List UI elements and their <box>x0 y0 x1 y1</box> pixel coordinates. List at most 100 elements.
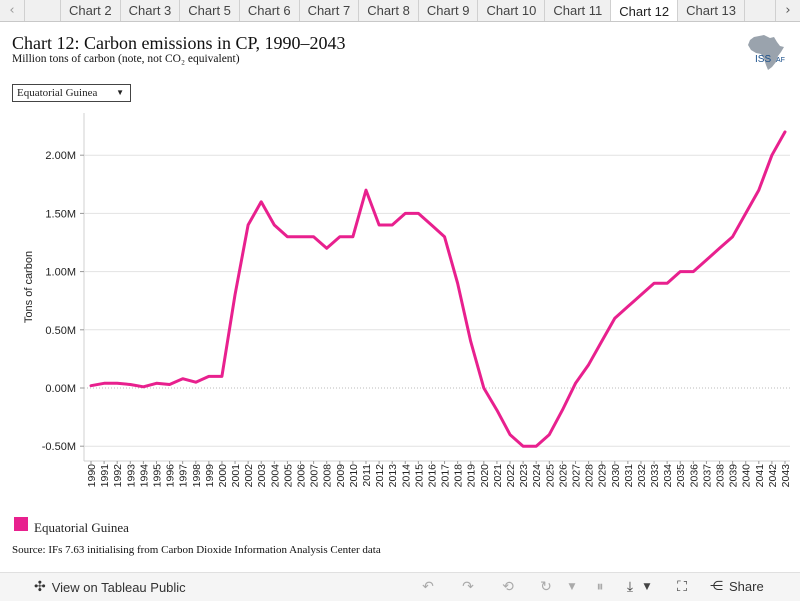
x-axis: 1990 1991 1992 1993 1994 1995 1996 1997 1998 1999… <box>86 461 792 487</box>
refresh-icon[interactable]: ↻ <box>540 579 552 595</box>
x-tick-label: 2008 <box>322 464 334 488</box>
x-tick-label: 2014 <box>400 464 412 488</box>
download-dropdown-icon[interactable]: ▼ <box>643 582 651 592</box>
chart-title: Chart 12: Carbon emissions in CP, 1990–2… <box>12 33 346 53</box>
share-icon: ⋲ <box>710 579 723 594</box>
y-axis: -0.50M 0.00M 0.50M 1.00M 1.50M 2.00M <box>42 150 84 453</box>
tab-chart-7[interactable]: Chart 7 <box>300 0 360 21</box>
share-label: Share <box>729 579 764 594</box>
y-axis-label: Tons of carbon <box>23 251 35 323</box>
x-tick-label: 2038 <box>715 464 727 488</box>
undo-icon[interactable]: ↶ <box>422 579 434 595</box>
y-tick-label: 0.00M <box>45 383 76 395</box>
tableau-toolbar: ✣ View on Tableau Public ↶ ↷ ⟲ ↻ ▼ ⏸ ⤓ ▼… <box>0 572 800 601</box>
grid-layer <box>83 113 790 462</box>
x-tick-label: 2012 <box>374 464 386 488</box>
tab-chart-6[interactable]: Chart 6 <box>240 0 300 21</box>
view-on-tableau-label: View on Tableau Public <box>51 579 186 595</box>
x-tick-label: 1991 <box>99 464 111 488</box>
x-tick-label: 2019 <box>466 464 478 488</box>
redo-icon[interactable]: ↷ <box>462 579 474 595</box>
legend-label: Equatorial Guinea <box>34 520 129 535</box>
y-tick-label: 0.50M <box>45 325 76 337</box>
y-tick-label: -0.50M <box>42 441 76 453</box>
logo-text: ISS <box>755 54 771 65</box>
x-tick-label: 2015 <box>413 464 425 488</box>
x-tick-label: 2011 <box>361 464 373 487</box>
country-filter-dropdown[interactable]: Equatorial Guinea ▼ <box>12 84 131 102</box>
x-tick-label: 2016 <box>426 464 438 488</box>
x-tick-label: 2009 <box>335 464 347 488</box>
emissions-line-chart: -0.50M 0.00M 0.50M 1.00M 1.50M 2.00M 1990 1991… <box>23 113 792 487</box>
x-tick-label: 2000 <box>217 464 229 488</box>
dropdown-selected-value: Equatorial Guinea <box>17 87 98 99</box>
x-tick-label: 2004 <box>269 464 281 488</box>
x-tick-label: 2043 <box>780 464 792 488</box>
x-tick-label: 1993 <box>125 464 137 488</box>
series-layer <box>89 130 787 448</box>
iss-africa-logo: ISS AF <box>748 35 785 70</box>
tab-chart-5[interactable]: Chart 5 <box>180 0 240 21</box>
x-tick-label: 2042 <box>767 464 779 488</box>
x-tick-label: 2031 <box>623 464 635 488</box>
legend: Equatorial Guinea <box>14 512 129 536</box>
refresh-dropdown-icon[interactable]: ▼ <box>568 582 576 592</box>
x-tick-label: 2036 <box>688 464 700 488</box>
x-tick-label: 2026 <box>557 464 569 488</box>
tab-spacer <box>25 0 61 21</box>
x-tick-label: 2035 <box>675 464 687 488</box>
x-tick-label: 2028 <box>584 464 596 488</box>
x-tick-label: 1997 <box>178 464 190 488</box>
x-tick-label: 1990 <box>86 464 98 488</box>
share-button[interactable]: ⋲ Share <box>710 579 764 594</box>
x-tick-label: 2010 <box>348 464 360 488</box>
x-tick-label: 2003 <box>256 464 268 488</box>
tab-strip: ‹ Chart 2 Chart 3 Chart 5 Chart 6 Chart … <box>0 0 800 22</box>
tab-scroll-left-icon[interactable]: ‹ <box>0 0 25 21</box>
x-tick-label: 2040 <box>741 464 753 488</box>
chevron-down-icon: ▼ <box>116 88 124 97</box>
x-tick-label: 1998 <box>191 464 203 488</box>
tab-chart-12[interactable]: Chart 12 <box>611 0 679 21</box>
x-tick-label: 1996 <box>165 464 177 488</box>
x-tick-label: 2020 <box>479 464 491 488</box>
x-tick-label: 1995 <box>151 464 163 488</box>
x-tick-label: 2021 <box>492 464 504 488</box>
tableau-icon: ✣ <box>34 579 46 595</box>
x-tick-label: 1999 <box>204 464 216 488</box>
tab-chart-2[interactable]: Chart 2 <box>61 0 121 21</box>
tab-chart-9[interactable]: Chart 9 <box>419 0 479 21</box>
x-tick-label: 2032 <box>636 464 648 488</box>
tab-chart-8[interactable]: Chart 8 <box>359 0 419 21</box>
x-tick-label: 2034 <box>662 464 674 488</box>
x-tick-label: 2017 <box>440 464 452 488</box>
x-tick-label: 2029 <box>597 464 609 488</box>
x-tick-label: 2022 <box>505 464 517 488</box>
x-tick-label: 2039 <box>728 464 740 488</box>
x-tick-label: 1992 <box>112 464 124 488</box>
tab-chart-11[interactable]: Chart 11 <box>545 0 612 21</box>
tab-scroll-right-icon[interactable]: › <box>775 0 800 21</box>
x-tick-label: 2033 <box>649 464 661 488</box>
revert-icon[interactable]: ⟲ <box>502 579 514 595</box>
fullscreen-icon[interactable]: ⛶ <box>677 579 687 595</box>
x-tick-label: 2041 <box>754 464 766 488</box>
x-tick-label: 2005 <box>282 464 294 488</box>
tab-chart-10[interactable]: Chart 10 <box>478 0 546 21</box>
x-tick-label: 2002 <box>243 464 255 488</box>
tab-chart-13[interactable]: Chart 13 <box>678 0 746 21</box>
x-tick-label: 2001 <box>230 464 242 488</box>
series-line-equatorial-guinea <box>89 130 787 448</box>
chart-subtitle: Million tons of carbon (note, not CO₂ eq… <box>12 53 240 65</box>
legend-swatch <box>14 517 28 531</box>
y-tick-label: 2.00M <box>45 150 76 162</box>
x-tick-label: 2023 <box>518 464 530 488</box>
source-note: Source: IFs 7.63 initialising from Carbo… <box>12 544 381 556</box>
view-on-tableau-link[interactable]: ✣ View on Tableau Public <box>34 579 186 595</box>
pause-icon[interactable]: ⏸ <box>596 579 604 595</box>
x-tick-label: 2007 <box>309 464 321 488</box>
x-tick-label: 2025 <box>544 464 556 488</box>
tab-chart-3[interactable]: Chart 3 <box>121 0 181 21</box>
x-tick-label: 1994 <box>138 464 150 488</box>
download-icon[interactable]: ⤓ <box>626 579 634 595</box>
